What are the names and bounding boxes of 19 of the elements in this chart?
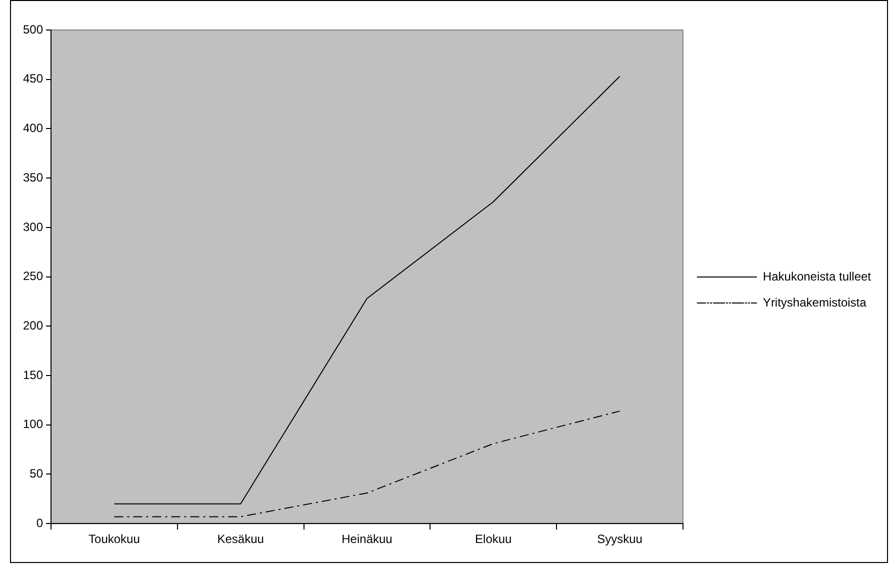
legend-label: Hakukoneista tulleet [762,269,872,284]
y-tick-label: 500 [22,22,44,36]
y-tick-label: 450 [22,72,44,86]
legend-label: Yrityshakemistoista [762,295,867,310]
line-series [114,410,620,518]
y-tick-label: 200 [22,318,44,332]
x-tick-label: Kesäkuu [217,532,264,546]
x-tick-label: Elokuu [475,532,512,546]
y-tick-label: 400 [22,121,44,136]
x-tick-label: Heinäkuu [342,532,392,546]
y-tick-label: 350 [22,170,44,184]
y-tick-label: 0 [36,516,44,530]
y-tick-label: 250 [22,269,44,284]
x-tick-label: Toukokuu [88,532,140,546]
y-tick-label: 150 [22,368,44,382]
y-tick-label: 300 [22,220,44,234]
y-tick-label: 100 [22,417,44,432]
x-tick-label: Syyskuu [597,532,642,546]
y-tick-label: 50 [30,466,44,481]
